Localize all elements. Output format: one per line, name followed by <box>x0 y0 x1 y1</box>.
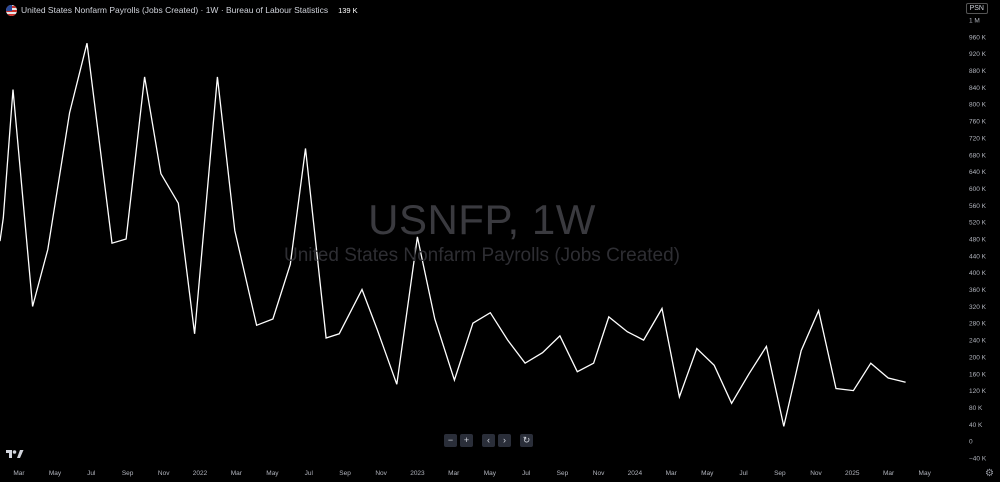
x-tick-label: Jul <box>739 470 748 477</box>
series-line[interactable] <box>0 43 906 427</box>
x-tick-label: Jul <box>87 470 96 477</box>
y-axis[interactable]: 1 M 960 K 920 K 880 K 840 K 800 K 760 K 720 K 68… <box>969 18 987 463</box>
x-tick-label: Nov <box>375 470 387 477</box>
x-tick-label: May <box>266 470 279 477</box>
x-tick-label: 2022 <box>193 470 208 477</box>
y-tick-label: 1 M <box>969 18 980 25</box>
x-tick-label: 2024 <box>628 470 643 477</box>
y-tick-label: 800 K <box>969 102 987 109</box>
x-tick-label: 2023 <box>410 470 425 477</box>
y-tick-label: 320 K <box>969 304 987 311</box>
settings-gear-icon[interactable]: ⚙ <box>985 468 994 479</box>
scroll-left-button[interactable]: ‹ <box>482 434 495 447</box>
y-tick-label: 720 K <box>969 135 987 142</box>
y-tick-label: 80 K <box>969 405 983 412</box>
y-tick-label: 280 K <box>969 321 987 328</box>
y-tick-label: 520 K <box>969 220 987 227</box>
y-tick-label: 120 K <box>969 388 987 395</box>
x-tick-label: May <box>49 470 62 477</box>
x-tick-label: May <box>484 470 497 477</box>
x-tick-label: Mar <box>13 470 25 477</box>
us-flag-icon <box>6 4 17 16</box>
x-tick-label: May <box>701 470 714 477</box>
x-tick-label: Mar <box>231 470 243 477</box>
y-tick-label: 640 K <box>969 169 987 176</box>
x-tick-label: Mar <box>883 470 895 477</box>
x-tick-label: Sep <box>774 470 786 477</box>
y-tick-label: 0 <box>969 439 973 446</box>
x-tick-label: May <box>919 470 932 477</box>
ticker-badge[interactable]: PSN <box>965 3 988 14</box>
chart-controls: − + ‹ › ↻ <box>444 434 533 447</box>
x-tick-label: Nov <box>593 470 605 477</box>
y-tick-label: 960 K <box>969 34 987 41</box>
x-tick-label: Sep <box>122 470 134 477</box>
y-tick-label: 880 K <box>969 68 987 75</box>
x-tick-label: Nov <box>810 470 822 477</box>
reset-button[interactable]: ↻ <box>520 434 533 447</box>
y-tick-label: 400 K <box>969 270 987 277</box>
x-axis[interactable]: Mar May Jul Sep Nov 2022 Mar May Jul Sep Nov 2023 Ma… <box>13 470 931 477</box>
y-tick-label: 760 K <box>969 119 987 126</box>
y-tick-label: 240 K <box>969 338 987 345</box>
watermark-description: United States Nonfarm Payrolls (Jobs Cre… <box>284 245 680 266</box>
x-tick-label: Nov <box>158 470 170 477</box>
y-tick-label: −40 K <box>969 456 987 463</box>
y-tick-label: 480 K <box>969 237 987 244</box>
zoom-in-button[interactable]: + <box>460 434 473 447</box>
y-tick-label: 40 K <box>969 422 983 429</box>
chart-title[interactable]: United States Nonfarm Payrolls (Jobs Cre… <box>21 5 329 15</box>
y-tick-label: 840 K <box>969 85 987 92</box>
y-tick-label: 200 K <box>969 354 987 361</box>
y-tick-label: 680 K <box>969 152 987 159</box>
series-layer <box>0 43 906 427</box>
tradingview-logo-icon[interactable] <box>6 448 24 460</box>
x-tick-label: Sep <box>557 470 569 477</box>
scroll-right-button[interactable]: › <box>498 434 511 447</box>
x-tick-label: Mar <box>666 470 678 477</box>
x-tick-label: Jul <box>522 470 531 477</box>
y-tick-label: 920 K <box>969 51 987 58</box>
y-tick-label: 160 K <box>969 371 987 378</box>
x-tick-label: Mar <box>448 470 460 477</box>
x-tick-label: Jul <box>305 470 314 477</box>
y-tick-label: 440 K <box>969 253 987 260</box>
zoom-out-button[interactable]: − <box>444 434 457 447</box>
watermark-symbol: USNFP, 1W <box>368 196 596 243</box>
chart-header: United States Nonfarm Payrolls (Jobs Cre… <box>6 3 358 17</box>
y-tick-label: 600 K <box>969 186 987 193</box>
y-tick-label: 560 K <box>969 203 987 210</box>
x-tick-label: Sep <box>339 470 351 477</box>
y-tick-label: 360 K <box>969 287 987 294</box>
last-value: 139 K <box>338 5 358 15</box>
x-tick-label: 2025 <box>845 470 860 477</box>
